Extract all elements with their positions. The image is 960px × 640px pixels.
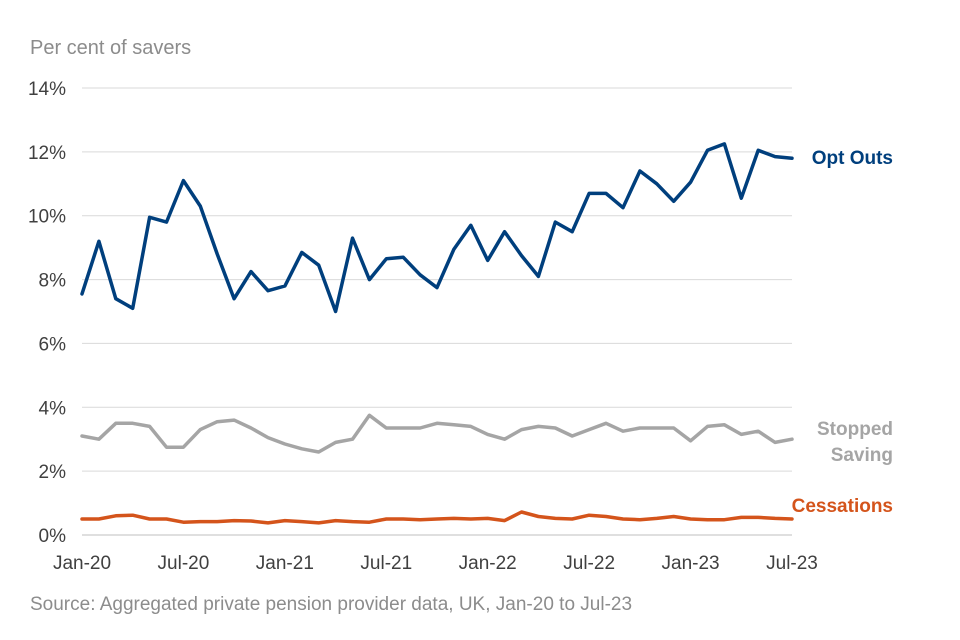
series-lines xyxy=(80,142,794,525)
series-label-stopped-saving: Stopped Saving xyxy=(817,419,893,466)
x-tick-label: Jan-23 xyxy=(662,553,720,574)
series-labels: Opt Outs Stopped Saving Cessations xyxy=(792,148,893,517)
y-tick-label: 10% xyxy=(28,207,66,228)
y-tick-label: 8% xyxy=(39,271,67,292)
series-label-cessations: Cessations xyxy=(792,496,893,517)
x-tick-label: Jan-22 xyxy=(459,553,517,574)
y-tick-label: 4% xyxy=(39,398,67,419)
y-tick-label: 2% xyxy=(39,462,67,483)
series-line-stopped-saving xyxy=(80,413,794,454)
series-label-opt-outs: Opt Outs xyxy=(812,148,893,169)
series-line-opt-outs xyxy=(80,142,794,314)
x-tick-label: Jul-22 xyxy=(563,553,615,574)
y-tick-label: 0% xyxy=(39,526,67,547)
y-axis-title: Per cent of savers xyxy=(30,37,191,59)
series-line-cessations xyxy=(80,510,794,525)
y-tick-label: 6% xyxy=(39,334,67,355)
x-tick-label: Jul-23 xyxy=(766,553,818,574)
x-tick-label: Jul-21 xyxy=(360,553,412,574)
source-note: Source: Aggregated private pension provi… xyxy=(30,594,632,615)
y-tick-label: 12% xyxy=(28,143,66,164)
x-axis-ticks: Jan-20 Jul-20 Jan-21 Jul-21 Jan-22 Jul-22 Jan-… xyxy=(53,553,818,574)
y-tick-label: 14% xyxy=(28,79,66,100)
x-tick-label: Jul-20 xyxy=(158,553,210,574)
y-axis-ticks: 0% 2% 4% 6% 8% 10% 12% 14% xyxy=(28,79,66,547)
x-tick-label: Jan-20 xyxy=(53,553,111,574)
x-tick-label: Jan-21 xyxy=(256,553,314,574)
gridlines xyxy=(82,87,792,536)
